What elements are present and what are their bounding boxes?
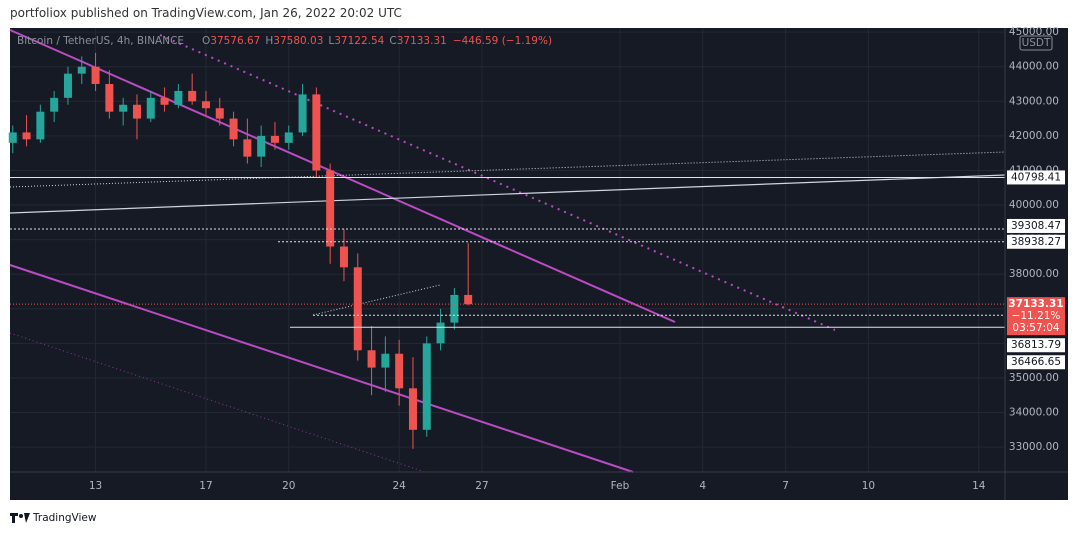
price-level-tag: [1007, 234, 1065, 249]
price-level-label: 38938.27: [1011, 236, 1061, 248]
legend-ohlc-label: H: [265, 35, 273, 47]
x-tick-label: 17: [199, 480, 212, 492]
candle-body: [91, 66, 100, 85]
header: portfoliox published on TradingView.com,…: [10, 6, 402, 20]
price-level-tag: [1007, 218, 1065, 233]
candle-body: [257, 135, 266, 157]
price-level-tag: [1007, 355, 1065, 370]
candle-body: [450, 294, 459, 323]
x-tick-label: 4: [699, 480, 706, 492]
candle-body: [63, 73, 72, 98]
candle-body: [436, 322, 445, 344]
y-tick-label: 45000.00: [1009, 26, 1059, 38]
candle-body: [422, 343, 431, 430]
candle-body: [132, 104, 141, 119]
currency-badge: [1019, 35, 1053, 51]
y-tick-label: 43000.00: [1009, 95, 1059, 107]
price-level-label: 39308.47: [1011, 220, 1061, 232]
legend-ohlc-label: C: [389, 35, 396, 47]
candle-body: [464, 294, 473, 305]
trend-line: [9, 332, 426, 473]
last-price-label: 37133.31: [1008, 298, 1063, 310]
x-tick-label: 7: [782, 480, 789, 492]
candle-body: [270, 135, 279, 143]
y-tick-label: 33000.00: [1009, 441, 1059, 453]
candle-body: [326, 170, 335, 247]
candle-body: [8, 132, 17, 143]
legend-ohlc-label: O: [202, 35, 210, 47]
candle-body: [408, 388, 417, 430]
x-tick-label: 13: [89, 480, 102, 492]
candle-body: [395, 353, 404, 389]
legend-change: −446.59 (−1.19%): [453, 35, 552, 47]
candle-body: [188, 90, 197, 102]
candle-body: [284, 132, 293, 143]
candle-body: [22, 132, 31, 140]
candle-body: [105, 84, 114, 112]
candle-body: [367, 350, 376, 368]
candle-body: [146, 97, 155, 119]
footer: TradingView: [32, 512, 97, 524]
candle-body: [353, 267, 362, 351]
x-tick-label: 20: [282, 480, 295, 492]
x-tick-label: 27: [475, 480, 488, 492]
candle-body: [77, 66, 86, 74]
x-tick-label: 24: [392, 480, 406, 492]
x-tick-label: Feb: [611, 480, 630, 492]
y-tick-label: 34000.00: [1009, 407, 1059, 419]
legend-ohlc: O37576.67 H37580.03 L37122.54 C37133.31 −446…: [202, 35, 552, 47]
last-change: −11.21%: [1012, 310, 1061, 322]
candle-body: [50, 97, 59, 112]
price-level-label: 40798.41: [1011, 171, 1061, 183]
legend-ohlc-value: 37122.54: [334, 35, 384, 47]
trend-line: [9, 29, 676, 323]
trend-line: [9, 174, 1006, 214]
candle-body: [243, 139, 252, 157]
trend-line: [9, 264, 634, 473]
legend-ohlc-value: 37580.03: [273, 35, 323, 47]
trend-line: [9, 151, 1006, 188]
trend-line: [312, 284, 441, 316]
price-level-label: 36466.65: [1011, 356, 1061, 368]
candle-body: [381, 353, 390, 368]
candle-body: [174, 90, 183, 105]
candle-body: [201, 101, 210, 109]
y-tick-label: 44000.00: [1009, 61, 1059, 73]
currency: USDT: [1022, 37, 1051, 49]
price-level-tag: [1007, 170, 1065, 185]
legend-symbol: Bitcoin / TetherUS, 4h, BINANCE: [17, 35, 184, 47]
candle-body: [36, 111, 45, 140]
y-tick-label: 40000.00: [1009, 199, 1059, 211]
candle-body: [298, 94, 307, 133]
candle-body: [229, 118, 238, 140]
x-tick-label: 10: [862, 480, 875, 492]
price-level-tag: [1007, 338, 1065, 353]
candle-body: [312, 94, 321, 171]
legend-ohlc-value: 37133.31: [397, 35, 447, 47]
price-level-label: 36813.79: [1011, 339, 1061, 351]
y-tick-label: 38000.00: [1009, 268, 1059, 280]
drawings: [9, 29, 1006, 473]
countdown: 03:57:04: [1012, 322, 1059, 334]
candle-body: [339, 246, 348, 268]
x-tick-label: 14: [972, 480, 986, 492]
candle-body: [215, 108, 224, 119]
candle-body: [160, 97, 169, 105]
last-price-tag: [1007, 297, 1065, 336]
legend-ohlc-value: 37576.67: [210, 35, 260, 47]
logo: [10, 513, 30, 523]
candle-body: [119, 104, 128, 112]
y-tick-label: 42000.00: [1009, 130, 1059, 142]
legend-ohlc-label: L: [328, 35, 334, 47]
y-tick-label: 35000.00: [1009, 372, 1059, 384]
